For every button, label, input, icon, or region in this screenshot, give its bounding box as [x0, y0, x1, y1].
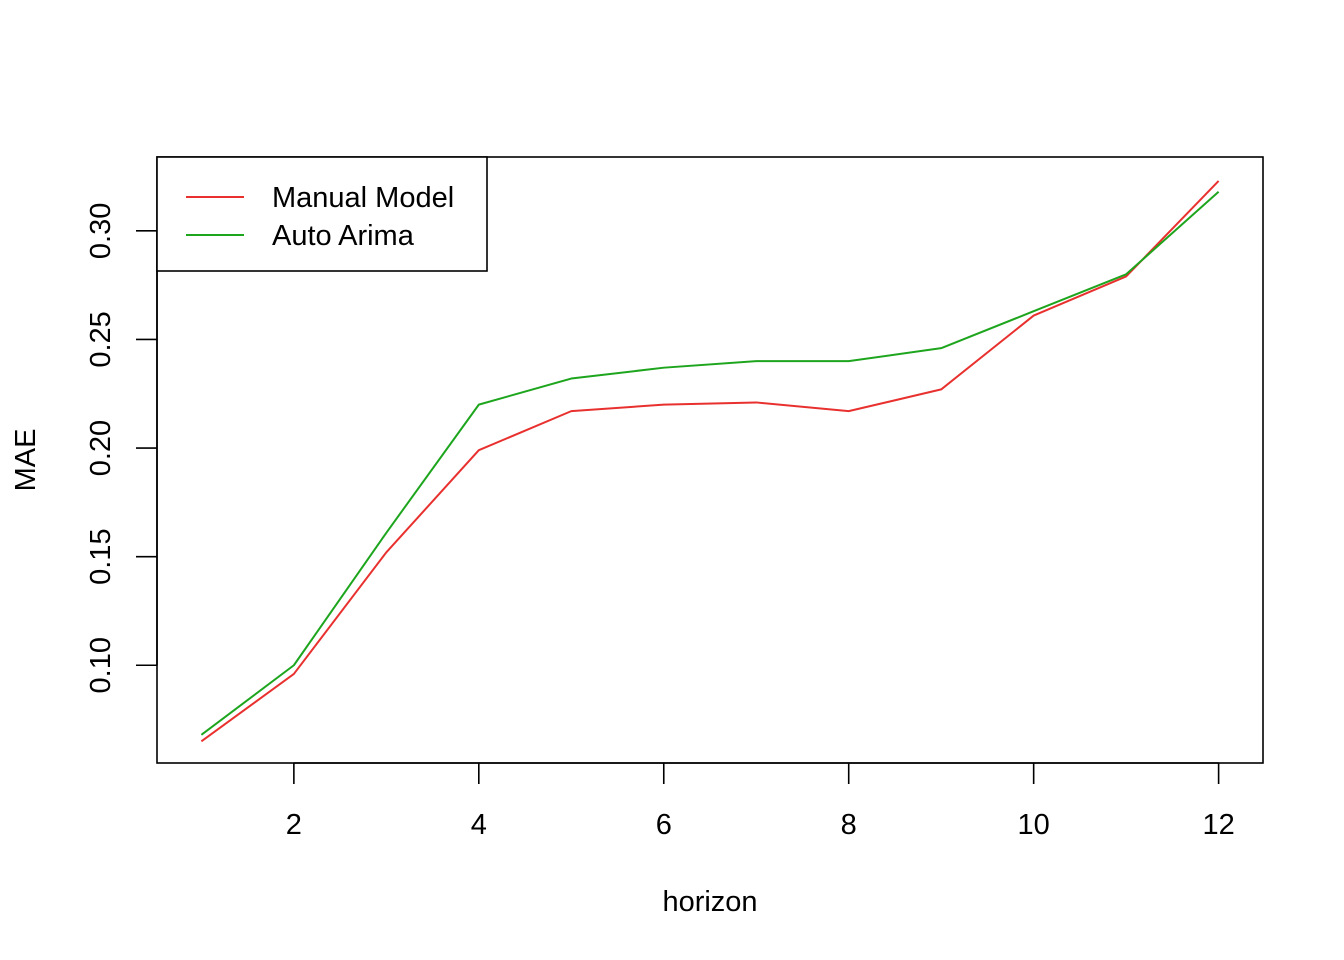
x-axis: 2 4 6 8 10 12	[286, 762, 1235, 841]
y-tick-label: 0.25	[85, 311, 117, 367]
x-tick-label: 4	[471, 809, 487, 841]
y-tick-label: 0.30	[85, 203, 117, 259]
x-tick-label: 12	[1202, 809, 1234, 841]
legend: Manual Model Auto Arima	[156, 156, 488, 272]
series-layer	[200, 180, 1220, 743]
x-tick-label: 6	[656, 809, 672, 841]
x-tick-label: 8	[841, 809, 857, 841]
x-tick-label: 10	[1018, 809, 1050, 841]
y-axis-title: MAE	[10, 429, 42, 492]
x-axis-title: horizon	[662, 886, 757, 918]
y-axis: 0.10 0.15 0.20 0.25 0.30	[85, 203, 158, 693]
legend-label: Manual Model	[272, 182, 454, 214]
series-line-1	[200, 191, 1220, 736]
y-tick-label: 0.20	[85, 420, 117, 476]
x-tick-label: 2	[286, 809, 302, 841]
y-tick-label: 0.15	[85, 528, 117, 584]
series-line-0	[200, 180, 1220, 743]
legend-box	[156, 156, 488, 272]
y-tick-label: 0.10	[85, 637, 117, 693]
legend-label: Auto Arima	[272, 220, 415, 252]
